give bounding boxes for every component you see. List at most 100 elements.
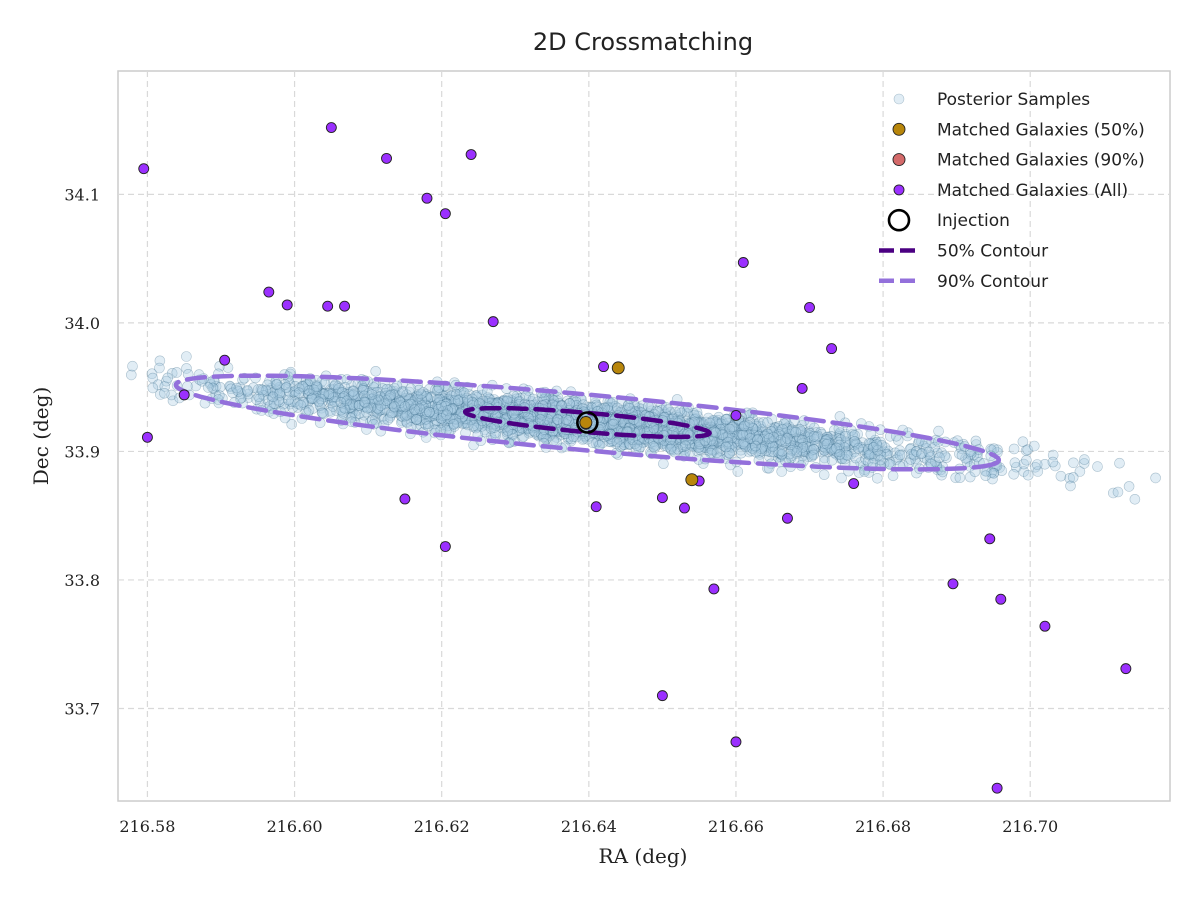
posterior-sample (618, 439, 630, 451)
posterior-sample (309, 393, 321, 405)
posterior-sample (358, 409, 370, 421)
matched-galaxy-all (708, 583, 720, 595)
posterior-sample (792, 437, 804, 449)
posterior-sample (763, 438, 775, 450)
matched-galaxy-50 (579, 416, 593, 429)
posterior-sample (828, 447, 840, 459)
posterior-sample (686, 426, 698, 438)
posterior-sample (387, 399, 399, 411)
posterior-sample (718, 430, 730, 442)
posterior-sample (639, 421, 651, 433)
posterior-sample (794, 446, 805, 457)
posterior-sample (746, 439, 758, 451)
posterior-sample (336, 402, 348, 414)
posterior-sample (332, 384, 344, 396)
posterior-sample (824, 442, 836, 453)
posterior-sample (344, 401, 356, 413)
posterior-sample (871, 472, 883, 484)
posterior-sample (627, 419, 639, 431)
posterior-sample (1064, 472, 1075, 484)
posterior-sample (420, 400, 431, 412)
posterior-sample (303, 388, 315, 400)
posterior-sample (762, 417, 773, 428)
posterior-sample (411, 409, 423, 420)
posterior-sample (454, 389, 465, 400)
posterior-sample (334, 386, 346, 398)
posterior-sample (415, 403, 427, 414)
posterior-sample (428, 410, 440, 422)
posterior-sample (433, 397, 444, 409)
posterior-sample (347, 406, 359, 417)
posterior-sample (712, 427, 724, 439)
posterior-sample (768, 446, 779, 458)
posterior-sample (854, 441, 865, 453)
posterior-sample (738, 437, 749, 449)
posterior-sample (534, 414, 546, 425)
posterior-sample (775, 448, 787, 460)
y-tick-label: 33.8 (64, 571, 100, 590)
posterior-sample (280, 381, 292, 393)
posterior-sample (422, 420, 434, 432)
posterior-sample (419, 390, 431, 402)
posterior-sample (715, 435, 726, 446)
posterior-sample (852, 428, 864, 440)
posterior-sample (472, 398, 484, 410)
posterior-sample (790, 426, 802, 438)
posterior-sample (284, 398, 296, 410)
posterior-sample (254, 393, 266, 405)
posterior-sample (266, 393, 278, 405)
posterior-sample (783, 421, 795, 432)
posterior-sample (418, 405, 429, 416)
posterior-sample (21, 366, 31, 376)
posterior-sample (1022, 444, 1033, 456)
posterior-sample (750, 418, 762, 430)
posterior-sample (436, 407, 448, 419)
posterior-sample (257, 384, 268, 396)
x-tick-label: 216.66 (708, 817, 764, 836)
posterior-sample (692, 410, 703, 422)
posterior-sample (319, 389, 330, 401)
posterior-sample (780, 438, 792, 450)
posterior-sample (552, 392, 564, 403)
x-axis: 216.58 216.60 216.62 216.64 216.66 216.68 216.… (119, 817, 1058, 836)
posterior-sample (414, 393, 426, 405)
posterior-sample (699, 440, 711, 452)
posterior-sample (772, 422, 784, 434)
y-tick-label: 33.9 (64, 442, 100, 461)
posterior-sample (420, 399, 432, 411)
posterior-sample (349, 398, 361, 409)
matched-galaxy-all (679, 502, 690, 514)
posterior-sample (750, 436, 762, 447)
posterior-sample (330, 379, 341, 391)
posterior-sample (590, 438, 602, 449)
posterior-sample (773, 435, 784, 447)
posterior-sample (603, 418, 615, 430)
matched-galaxy-50 (611, 361, 625, 375)
posterior-sample (772, 431, 783, 442)
posterior-sample (312, 381, 323, 393)
posterior-sample (435, 400, 447, 411)
posterior-sample (703, 438, 715, 450)
posterior-sample (368, 392, 380, 404)
posterior-sample (457, 417, 468, 429)
posterior-sample (889, 447, 901, 459)
posterior-sample (1112, 486, 1124, 498)
posterior-sample (458, 387, 470, 399)
posterior-sample (776, 466, 788, 477)
posterior-sample (815, 426, 827, 438)
posterior-sample (422, 418, 433, 430)
x-axis-label: RA (deg) (599, 844, 688, 868)
posterior-sample (724, 430, 735, 442)
posterior-sample (659, 407, 671, 418)
posterior-sample (423, 412, 435, 423)
posterior-sample (373, 391, 385, 403)
matched-galaxy-all (995, 593, 1007, 605)
posterior-sample (224, 381, 236, 393)
posterior-sample (389, 385, 400, 397)
posterior-sample (840, 447, 852, 458)
posterior-sample (315, 384, 327, 396)
posterior-sample (525, 395, 537, 407)
posterior-sample (527, 410, 539, 422)
posterior-sample (709, 423, 721, 434)
posterior-sample (765, 429, 777, 441)
